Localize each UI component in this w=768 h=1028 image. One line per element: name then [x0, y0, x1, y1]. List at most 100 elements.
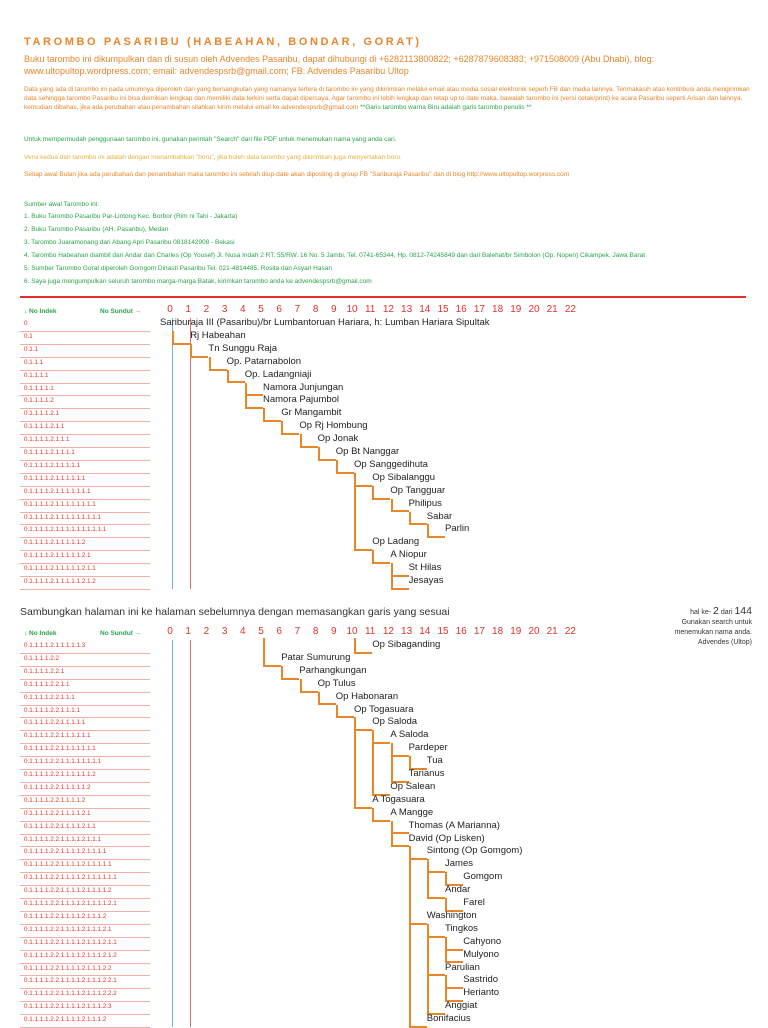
version-note: Versi kedua dari tarombo ini adalah deng…	[24, 154, 402, 161]
generation-number: 10	[346, 626, 358, 637]
person-name: Op Sanggedihuta	[354, 458, 428, 470]
generation-number: 18	[492, 626, 504, 637]
column-line	[190, 640, 192, 1027]
generation-number: 11	[364, 626, 376, 637]
row-separator	[20, 898, 150, 899]
generation-number: 14	[419, 304, 431, 315]
row-index: 0.1.1.1.1.2.2.1.1.1.1.2.1.1.1.2	[24, 912, 107, 920]
person-name: Sintong (Op Gomgom)	[426, 845, 523, 857]
generation-number: 16	[455, 304, 467, 315]
sources-list: Sumber awal Tarombo ini: 1. Buku Tarombo…	[24, 200, 754, 286]
person-name: Pardeper	[408, 742, 448, 754]
row-index: 0.1	[24, 332, 33, 340]
row-separator	[20, 743, 150, 745]
source-item: 6. Saya juga mengumpulkan seluruh taromb…	[24, 278, 372, 285]
tree-connector	[317, 447, 336, 461]
person-name: A Niopur	[390, 549, 427, 561]
person-name: Herianto	[463, 987, 500, 999]
row-separator	[20, 833, 150, 835]
row-index: 0.1.1.1.1.2.2.1.1.1.1.1.2	[24, 783, 91, 791]
person-name: Tua	[426, 755, 443, 767]
person-name: St Hilas	[408, 562, 442, 574]
person-name: Rj Habeahan	[190, 329, 246, 341]
tree-connector	[390, 820, 409, 848]
person-name: Gr Mangambit	[281, 407, 342, 419]
generation-number: 5	[258, 304, 264, 315]
row-separator	[20, 704, 150, 706]
row-index: 0.1.1.1.1.2.2.1.1.1.1.1.1.1	[24, 745, 96, 753]
row-index: 0.1.1.1	[24, 358, 44, 366]
tree-connector	[427, 923, 445, 1016]
tree-connector	[427, 859, 445, 899]
person-name: Op Jonak	[317, 433, 359, 445]
tree-connector	[299, 678, 318, 693]
generation-number: 10	[346, 304, 358, 315]
page-info: hal ke- 2 dari 144 Gunakan search untuk …	[642, 606, 752, 648]
generation-number: 1	[185, 304, 191, 315]
row-index: 0.1.1.1.1.2.2.1	[24, 667, 65, 675]
person-name: Tingkos	[445, 922, 478, 934]
row-separator	[20, 1001, 150, 1003]
row-separator	[20, 717, 150, 719]
row-index: 0.1.1.1.1.2.2.1.1.1.1.2.1.1.1.1.1	[24, 861, 112, 869]
row-index: 0.1.1.1.1.2.1.1.1.1.1.1.1	[24, 487, 91, 495]
tree-connector	[317, 691, 336, 706]
tree-connector	[263, 638, 282, 667]
row-separator	[20, 859, 150, 861]
update-note: Setiap awal Bulan jika ada perubahan dan…	[24, 171, 570, 178]
row-index: 0.1.1.1.1.2.2.1.1.1.1.1.1	[24, 732, 91, 740]
person-name: Op Sibaganding	[372, 639, 441, 650]
source-item: 4. Tarombo Habeahan diambil dari Andar d…	[24, 252, 645, 259]
continuation-note: Sambungkan halaman ini ke halaman sebelu…	[20, 606, 450, 618]
tree-connector	[445, 975, 464, 1003]
source-item: 5. Sumber Tarombo Gorat diperoleh Gomgom…	[24, 265, 332, 272]
intro-paragraph: Data yang ada di tarombo ini pada umumny…	[24, 85, 754, 112]
row-index: 0.1.1.1.1.2.2.1.1.1.1.2.1.1.1.1	[24, 848, 107, 856]
row-index: 0.1.1.1.1.2.1.1.1.1.1.3	[24, 642, 86, 649]
row-index: 0.1.1.1.1.2.1.1.1.1.1.1.1.1.1	[24, 513, 102, 521]
person-name: Philipus	[408, 497, 442, 509]
row-separator	[20, 962, 150, 964]
person-name: Tn Sunggu Raja	[208, 342, 278, 354]
generation-number: 7	[294, 626, 301, 637]
row-separator	[20, 408, 150, 410]
person-name: Op Bt Nanggar	[335, 446, 400, 457]
generation-number: 16	[455, 626, 467, 637]
column-line	[172, 318, 173, 589]
row-separator	[20, 910, 150, 912]
row-index: 0.1.1.1.1.2.2.1.1.1.1.2	[24, 796, 86, 804]
row-index: 0.1.1.1.1.2.1.1.1	[24, 436, 70, 444]
row-index: 0.1.1.1.1.2.2.1.1.1.1.2.1.1.1.1.2	[24, 887, 112, 895]
row-index: 0.1.1	[24, 345, 39, 353]
generation-number: 22	[564, 626, 576, 637]
row-index: 0.1.1.1.1.2.1.1.1.1.1.1.1.1	[24, 500, 96, 508]
person-name: Andar	[445, 884, 471, 896]
generation-number: 8	[312, 626, 319, 637]
generation-number: 20	[528, 626, 540, 637]
row-index: 0.1.1.1.1.2.2.1.1.1.1.2.1.1.1.2.2.2	[24, 990, 117, 998]
row-separator	[20, 730, 150, 732]
generation-number: 3	[221, 626, 228, 637]
person-name: Parhangkungan	[299, 664, 367, 676]
row-separator	[20, 846, 150, 848]
tree-connector	[427, 524, 445, 539]
person-name: Namora Junjungan	[263, 381, 344, 393]
generation-number: 19	[510, 626, 522, 637]
row-separator	[20, 330, 150, 332]
generation-number: 0	[167, 626, 173, 637]
tree-connector	[354, 638, 373, 654]
person-name: Bonifacius	[426, 1013, 471, 1025]
generation-number: 0	[167, 304, 173, 315]
intro-note: **Garis tarombo warna Biru adalah garis …	[360, 104, 532, 111]
person-name: Anggiat	[445, 1000, 478, 1012]
row-separator	[20, 756, 150, 758]
row-index: 0.1.1.1.1.2.1.1.1.1.1.2.1.1	[24, 565, 96, 573]
divider	[20, 296, 746, 298]
person-name: Op Togasuara	[354, 703, 414, 715]
row-index: 0.1.1.1.1.2.1	[24, 410, 60, 418]
tree-connector	[445, 872, 464, 887]
row-separator	[20, 769, 150, 770]
generation-number: 1	[185, 626, 191, 637]
row-separator	[20, 691, 150, 693]
row-index: 0.1.1.1.1.2.2	[24, 654, 60, 662]
